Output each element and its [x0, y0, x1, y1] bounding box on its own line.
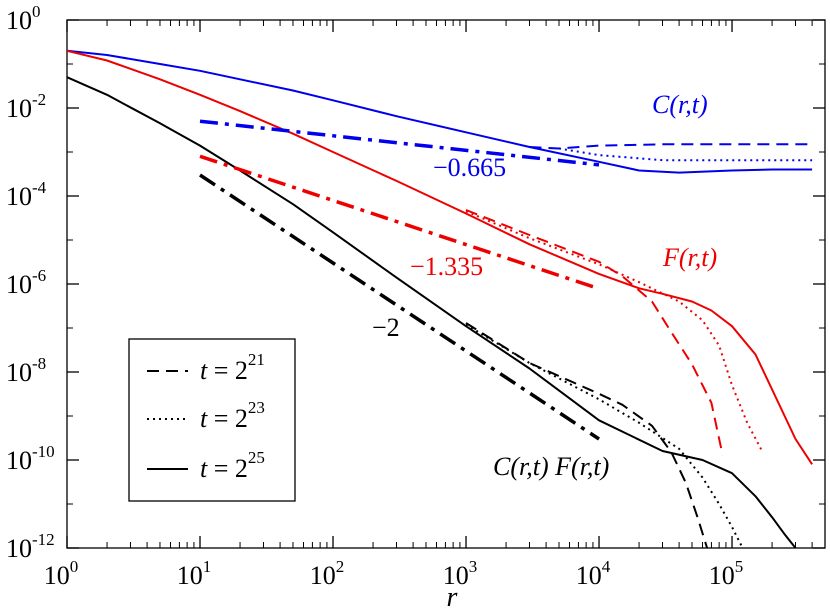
- legend-label: t = 223: [200, 398, 265, 433]
- series-layer: [66, 49, 813, 549]
- x-tick-labels: 100 101 102 103 104 105: [44, 557, 744, 590]
- series-line-f-dashdot: [199, 154, 600, 291]
- legend: t = 221 t = 223 t = 225: [128, 338, 296, 502]
- x-tick-label: 100: [44, 557, 79, 590]
- minor-ticks: [67, 20, 826, 548]
- series-line-c-dashdot: [199, 119, 600, 167]
- annotation-label: −0.665: [433, 153, 506, 182]
- x-tick-label: 102: [310, 557, 345, 590]
- legend-box: [128, 338, 296, 502]
- series-line-cf-solid: [66, 76, 797, 549]
- annotation-label: −1.335: [410, 252, 483, 281]
- legend-label: t = 225: [200, 448, 265, 483]
- annotation-label: C(r,t): [652, 90, 708, 119]
- legend-items: t = 221 t = 223 t = 225: [147, 350, 265, 483]
- major-ticks: [66, 19, 825, 549]
- annotations: C(r,t) −0.665 F(r,t) −1.335 −2 C(r,t) F(r,t): [372, 90, 717, 481]
- y-tick-labels: 100 10-2 10-4 10-6 10-8 10-10 10-12: [6, 2, 55, 563]
- x-tick-label: 101: [177, 557, 212, 590]
- series-line-cf-dotted: [465, 323, 744, 549]
- x-tick-label: 104: [576, 557, 611, 590]
- y-tick-label: 10-2: [6, 90, 46, 123]
- y-tick-label: 10-10: [6, 442, 55, 475]
- y-tick-label: 10-6: [6, 266, 46, 299]
- y-tick-label: 10-8: [6, 354, 46, 387]
- series-line-c-dashed: [529, 143, 813, 150]
- y-tick-label: 10-12: [6, 530, 55, 563]
- annotation-label: F(r,t): [662, 243, 717, 272]
- x-tick-label: 105: [709, 557, 744, 590]
- series-line-f-dotted: [465, 210, 764, 453]
- y-tick-label: 100: [6, 2, 41, 35]
- series-line-f-solid: [66, 49, 813, 465]
- y-tick-label: 10-4: [6, 178, 47, 211]
- series-line-cf-dashdot: [199, 173, 600, 441]
- x-axis-title: r: [447, 582, 458, 608]
- series-line-f-dashed: [465, 209, 724, 456]
- legend-label: t = 221: [200, 350, 265, 385]
- series-line-c-solid: [66, 49, 813, 174]
- annotation-label: −2: [372, 313, 400, 342]
- x-tick-label: 103: [443, 557, 478, 590]
- series-line-cf-dashed: [465, 322, 709, 549]
- annotation-label: C(r,t) F(r,t): [493, 452, 609, 481]
